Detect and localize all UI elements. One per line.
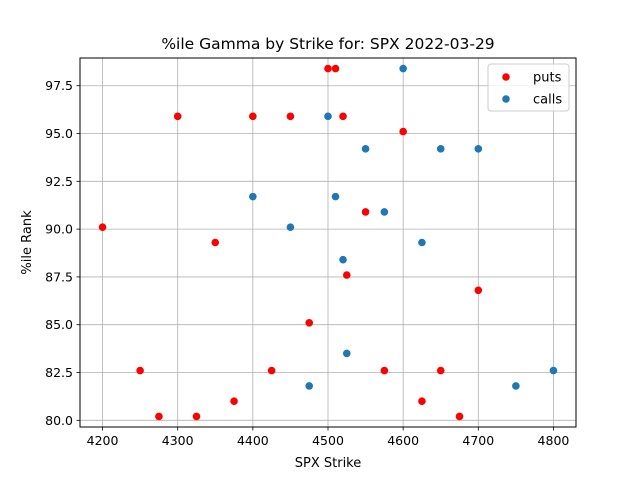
- data-point-puts: [474, 286, 483, 295]
- y-tick-label: 90.0: [45, 222, 73, 237]
- legend-label-puts: puts: [533, 71, 562, 86]
- y-tick-label: 85.0: [45, 317, 73, 332]
- data-point-calls: [361, 145, 370, 153]
- data-point-puts: [331, 64, 340, 73]
- data-point-puts: [230, 397, 238, 405]
- data-point-puts: [361, 208, 370, 216]
- x-axis-label: SPX Strike: [295, 456, 362, 471]
- data-point-calls: [512, 382, 520, 390]
- data-point-puts: [136, 366, 144, 375]
- y-tick-label: 92.5: [45, 174, 73, 189]
- data-point-calls: [474, 145, 483, 153]
- legend: puts calls: [487, 63, 570, 112]
- x-tick-label: 4500: [312, 433, 344, 448]
- x-tick-label: 4400: [237, 433, 269, 448]
- data-point-calls: [342, 349, 351, 358]
- y-tick-label: 82.5: [45, 365, 73, 380]
- data-point-calls: [286, 223, 295, 232]
- data-point-calls: [399, 64, 407, 73]
- x-tick-label: 4800: [538, 433, 570, 448]
- data-point-puts: [192, 412, 201, 421]
- chart-title: %ile Gamma by Strike for: SPX 2022-03-29: [161, 35, 494, 53]
- data-point-calls: [549, 366, 558, 375]
- legend-marker-calls: [502, 95, 510, 103]
- x-tick-label: 4200: [87, 433, 119, 448]
- y-axis-label: %ile Rank: [20, 210, 35, 275]
- data-point-calls: [380, 208, 389, 216]
- data-point-puts: [324, 64, 332, 73]
- data-point-calls: [339, 255, 347, 264]
- data-point-puts: [399, 127, 407, 136]
- data-point-calls: [305, 382, 314, 390]
- legend-label-calls: calls: [533, 93, 562, 108]
- data-point-puts: [155, 412, 163, 421]
- data-point-puts: [211, 238, 220, 247]
- data-point-calls: [324, 112, 332, 121]
- data-point-puts: [418, 397, 426, 405]
- data-point-puts: [455, 412, 464, 421]
- data-point-puts: [380, 366, 389, 375]
- data-point-puts: [286, 112, 295, 121]
- axis-ticks: 4200 4300 4400 4500 4600 4700 4800 80.0 82.5 85.0…: [45, 78, 569, 448]
- y-tick-label: 80.0: [45, 413, 73, 428]
- data-point-calls: [418, 238, 426, 247]
- data-point-puts: [98, 223, 107, 232]
- data-point-calls: [249, 192, 257, 201]
- data-points: [98, 64, 558, 421]
- data-point-puts: [436, 366, 445, 375]
- x-tick-label: 4300: [162, 433, 194, 448]
- data-point-puts: [305, 319, 314, 327]
- y-tick-label: 97.5: [45, 78, 73, 93]
- y-tick-label: 95.0: [45, 126, 73, 141]
- data-point-puts: [339, 112, 347, 121]
- data-point-puts: [267, 366, 276, 375]
- x-tick-label: 4600: [387, 433, 419, 448]
- data-point-calls: [331, 192, 340, 201]
- data-point-puts: [249, 112, 257, 121]
- data-point-puts: [173, 112, 182, 121]
- data-point-calls: [436, 145, 445, 153]
- x-tick-label: 4700: [462, 433, 494, 448]
- y-tick-label: 87.5: [45, 269, 73, 284]
- legend-marker-puts: [502, 73, 510, 81]
- data-point-puts: [342, 271, 351, 279]
